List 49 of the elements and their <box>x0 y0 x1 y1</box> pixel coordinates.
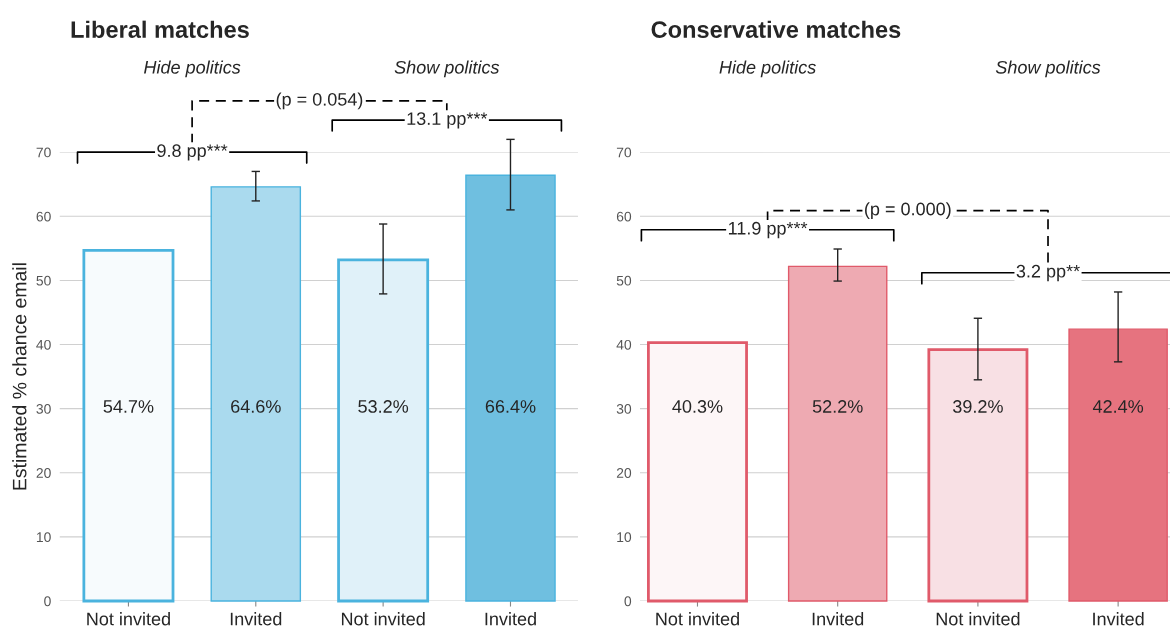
data-label: 66.4% <box>485 400 536 413</box>
annotation: 9.8 pp*** <box>157 144 228 161</box>
data-label: 53.2% <box>358 400 409 413</box>
chart-title: Conservative matches <box>651 20 901 38</box>
y-tick-label: 30 <box>36 404 51 414</box>
text: Show politics <box>394 60 500 78</box>
x-tick-label: Invited <box>812 612 864 626</box>
x-tick-label: Invited <box>230 612 282 626</box>
y-tick-label: 20 <box>616 468 632 478</box>
bar <box>927 348 1029 603</box>
text: Hide politics <box>144 60 241 78</box>
data-label: 42.4% <box>1092 400 1144 413</box>
y-axis-title: Estimated % chance email <box>12 263 27 490</box>
x-tick-label: Invited <box>1093 612 1144 626</box>
y-tick-label: 60 <box>616 211 632 222</box>
bar <box>787 265 888 602</box>
bar <box>1068 328 1168 602</box>
x-tick-label: Not invited <box>936 612 1020 626</box>
data-label: 39.2% <box>953 400 1003 413</box>
y-tick-label: 10 <box>36 532 51 543</box>
chart-title: Liberal matches <box>71 20 249 38</box>
y-tick-label: 50 <box>616 275 632 286</box>
annotation: 3.2 pp** <box>1016 264 1080 282</box>
text: (p = 0.054) <box>276 92 363 110</box>
y-tick-label: 0 <box>44 596 51 607</box>
y-tick-label: 20 <box>36 468 51 478</box>
bar <box>647 341 748 603</box>
y-tick-label: 60 <box>36 211 51 222</box>
text: Hide politics <box>719 60 816 78</box>
y-tick-label: 10 <box>617 532 632 543</box>
annotation: (p = 0.000) <box>865 202 951 219</box>
y-tick-label: 70 <box>36 147 51 158</box>
x-tick-label: Invited <box>485 612 536 626</box>
data-label: 64.6% <box>231 400 281 413</box>
x-tick-label: Not invited <box>656 612 739 626</box>
y-tick-label: 30 <box>616 404 632 414</box>
y-tick-label: 50 <box>36 275 51 286</box>
x-tick-label: Not invited <box>341 612 425 626</box>
x-tick-label: Not invited <box>87 612 170 626</box>
y-tick-label: 40 <box>616 339 632 350</box>
annotation: 11.9 pp*** <box>728 221 808 239</box>
y-tick-label: 70 <box>616 147 632 158</box>
text: Show politics <box>995 60 1101 78</box>
data-label: 54.7% <box>103 400 154 413</box>
text: 13.1 pp*** <box>407 112 488 129</box>
y-tick-label: 40 <box>36 339 51 350</box>
y-tick-label: 0 <box>624 596 632 607</box>
data-label: 40.3% <box>672 400 723 413</box>
data-label: 52.2% <box>812 400 863 413</box>
